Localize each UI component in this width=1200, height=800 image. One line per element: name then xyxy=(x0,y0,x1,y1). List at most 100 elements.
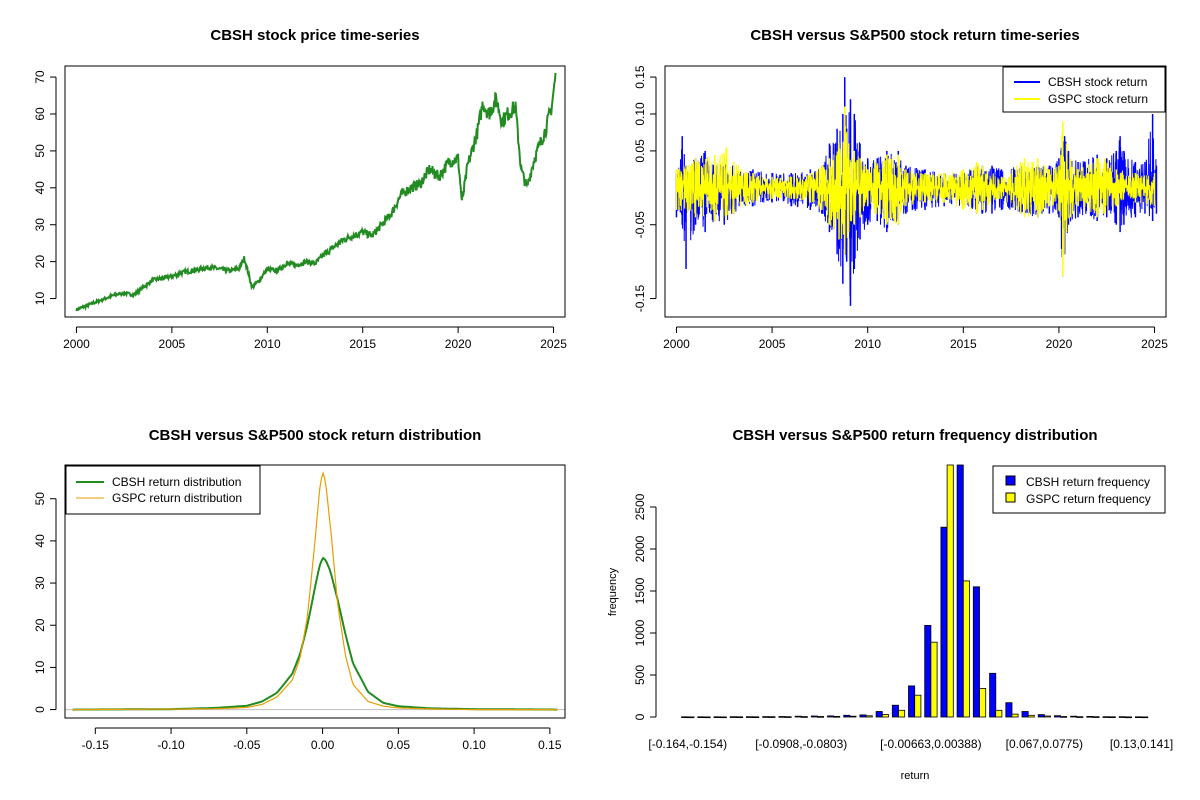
bar-gspc xyxy=(898,709,906,718)
bar-cbsh xyxy=(1102,716,1110,718)
chart-title: CBSH stock price time-series xyxy=(210,27,419,44)
bar-gspc xyxy=(784,716,792,718)
bar-cbsh xyxy=(778,716,786,718)
bar-cbsh xyxy=(875,711,883,718)
bar-cbsh xyxy=(681,716,689,718)
x-tick-label: -0.15 xyxy=(82,738,110,752)
x-tick-label: 0.00 xyxy=(311,738,335,752)
y-axis-label: frequency xyxy=(607,567,619,616)
x-tick-label: 0.15 xyxy=(538,738,562,752)
bar-cbsh xyxy=(1070,715,1078,718)
x-tick-label: [-0.0908,-0.0803) xyxy=(755,737,847,751)
y-tick-label: 10 xyxy=(33,660,47,674)
x-tick-label: 2005 xyxy=(159,337,186,351)
bar-cbsh xyxy=(1021,711,1029,718)
y-tick-label: 0.05 xyxy=(633,139,647,163)
x-tick-label: [0.13,0.141] xyxy=(1110,737,1173,751)
x-tick-label: 2010 xyxy=(254,337,281,351)
y-tick-label: -0.15 xyxy=(633,285,647,313)
bar-gspc xyxy=(849,715,857,718)
bar-gspc xyxy=(1076,716,1084,718)
bar-gspc xyxy=(962,580,970,718)
y-tick-label: 20 xyxy=(33,255,47,269)
x-tick-label: 2020 xyxy=(445,337,472,351)
x-tick-label: -0.05 xyxy=(233,738,261,752)
y-tick-label: 50 xyxy=(33,144,47,158)
legend: CBSH stock return GSPC stock return xyxy=(1002,66,1166,113)
legend-label-gspc: GSPC return distribution xyxy=(112,491,242,505)
y-tick-label: 0.10 xyxy=(633,102,647,126)
bar-gspc xyxy=(703,716,711,719)
bar-cbsh xyxy=(956,464,964,718)
bar-cbsh xyxy=(794,715,802,718)
x-tick-label: 2025 xyxy=(1141,337,1168,351)
y-tick-label: 2500 xyxy=(633,493,647,520)
bar-gspc xyxy=(817,716,825,718)
bar-cbsh xyxy=(843,714,851,718)
legend-swatch-gspc xyxy=(1005,492,1016,503)
series-line-gspc-density xyxy=(72,470,558,711)
bar-cbsh xyxy=(940,526,948,718)
panel-price-timeseries: CBSH stock price time-series 2000 2005 201… xyxy=(33,27,567,351)
bar-cbsh xyxy=(762,716,770,718)
bar-gspc xyxy=(946,464,954,718)
bar-cbsh xyxy=(924,625,932,718)
bar-gspc xyxy=(1092,716,1100,718)
bar-gspc xyxy=(979,688,987,718)
y-tick-label: 20 xyxy=(33,618,47,632)
bar-cbsh xyxy=(827,715,835,718)
bar-gspc xyxy=(1043,715,1051,718)
bar-cbsh xyxy=(1086,716,1094,718)
y-tick-label: 0 xyxy=(33,706,47,713)
panel-return-distribution: CBSH versus S&P500 stock return distribu… xyxy=(33,427,566,752)
x-tick-label: 2000 xyxy=(63,337,90,351)
series-line-cbsh-density xyxy=(72,556,558,711)
x-tick-label: 2005 xyxy=(759,337,786,351)
legend-label-cbsh: CBSH stock return xyxy=(1048,75,1147,89)
legend-box xyxy=(992,465,1166,514)
panel-return-frequency: CBSH versus S&P500 return frequency dist… xyxy=(607,427,1173,782)
x-tick-label: 2020 xyxy=(1046,337,1073,351)
y-tick-label: 1000 xyxy=(633,619,647,646)
panel-return-timeseries: CBSH versus S&P500 stock return time-ser… xyxy=(633,27,1168,351)
x-tick-label: 2000 xyxy=(663,337,690,351)
y-tick-label: 50 xyxy=(33,492,47,506)
y-tick-label: 2000 xyxy=(633,535,647,562)
plot-frame xyxy=(664,65,1167,318)
bar-gspc xyxy=(1060,716,1068,718)
chart-title: CBSH versus S&P500 stock return time-ser… xyxy=(750,27,1079,44)
chart-title: CBSH versus S&P500 stock return distribu… xyxy=(149,427,482,444)
bar-gspc xyxy=(930,641,938,718)
legend-swatch-cbsh xyxy=(1005,475,1016,486)
legend-label-cbsh: CBSH return frequency xyxy=(1026,475,1150,489)
y-tick-label: 30 xyxy=(33,576,47,590)
bar-gspc xyxy=(995,709,1003,718)
bar-gspc xyxy=(752,716,760,718)
x-tick-label: 0.10 xyxy=(462,738,486,752)
bar-cbsh xyxy=(697,716,705,718)
bar-cbsh xyxy=(810,715,818,718)
plot-frame xyxy=(64,65,566,318)
bar-cbsh xyxy=(908,685,916,718)
x-tick-label: -0.10 xyxy=(157,738,185,752)
x-tick-label: [0.067,0.0775) xyxy=(1006,737,1083,751)
bar-cbsh xyxy=(1037,714,1045,718)
bar-cbsh xyxy=(729,716,737,718)
legend-label-cbsh: CBSH return distribution xyxy=(112,475,241,489)
bar-gspc xyxy=(914,694,922,718)
bar-gspc xyxy=(1027,714,1035,718)
y-tick-label: 30 xyxy=(33,218,47,232)
bar-cbsh xyxy=(972,586,980,718)
bar-cbsh xyxy=(713,716,721,718)
bar-cbsh xyxy=(891,704,899,718)
y-tick-label: -0.05 xyxy=(633,211,647,239)
bar-gspc xyxy=(768,716,776,718)
plot-frame xyxy=(64,464,566,719)
x-tick-label: 2015 xyxy=(349,337,376,351)
y-tick-label: 60 xyxy=(33,107,47,121)
chart-title: CBSH versus S&P500 return frequency dist… xyxy=(732,427,1097,444)
y-tick-label: 40 xyxy=(33,181,47,195)
series-line-cbsh-price xyxy=(75,72,557,312)
bar-gspc xyxy=(833,716,841,718)
